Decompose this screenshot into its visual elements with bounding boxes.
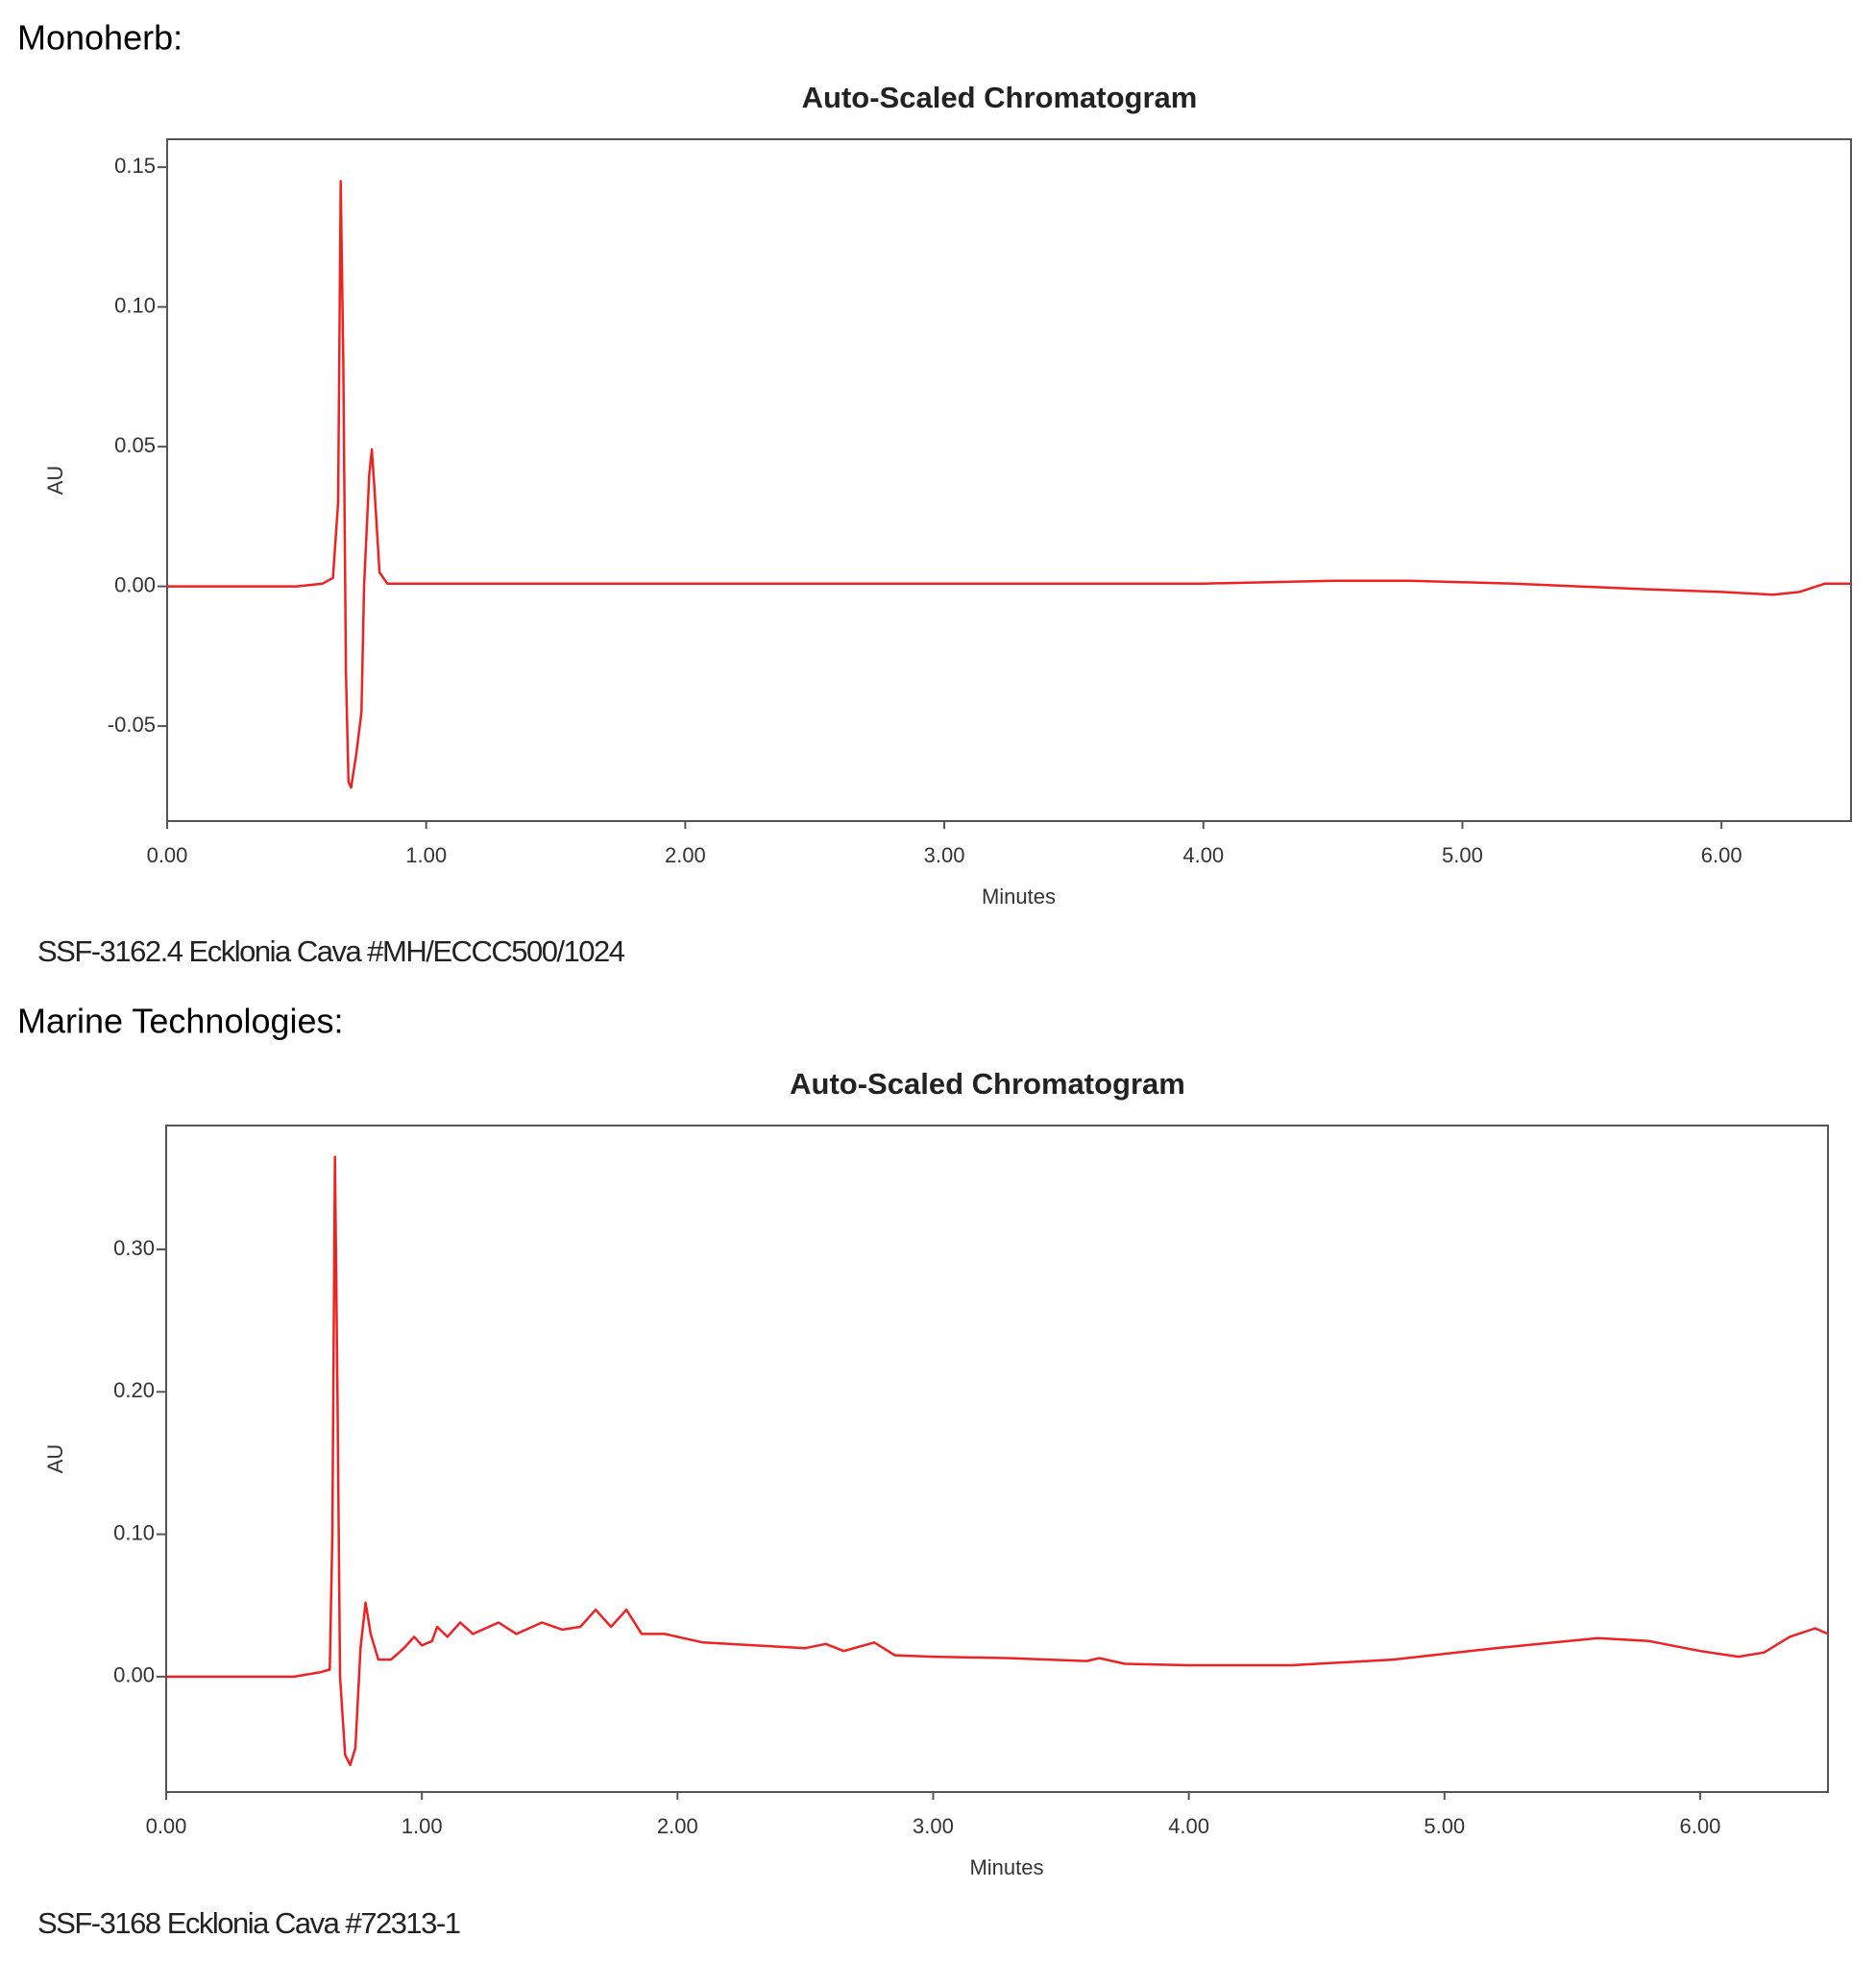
- chart-title: Auto-Scaled Chromatogram: [790, 1067, 1185, 1101]
- y-tick-label: 0.10: [114, 293, 156, 317]
- trace-line: [167, 180, 1851, 789]
- x-tick-label: 6.00: [1701, 843, 1742, 867]
- x-axis-label: Minutes: [982, 884, 1056, 908]
- caption: SSF-3168 Ecklonia Cava #72313-1: [37, 1906, 460, 1940]
- y-tick-label: 0.10: [113, 1520, 155, 1544]
- y-tick-label: 0.20: [113, 1378, 155, 1402]
- x-tick-label: 5.00: [1424, 1814, 1465, 1838]
- x-tick-label: 6.00: [1680, 1814, 1721, 1838]
- y-tick-label: 0.05: [114, 433, 156, 457]
- y-tick-label: -0.05: [108, 713, 156, 737]
- x-tick-label: 2.00: [657, 1814, 698, 1838]
- x-tick-label: 0.00: [147, 843, 188, 867]
- x-tick-label: 0.00: [146, 1814, 187, 1838]
- x-tick-label: 5.00: [1442, 843, 1483, 867]
- y-tick-label: 0.15: [114, 154, 156, 178]
- x-tick-label: 4.00: [1168, 1814, 1209, 1838]
- x-tick-label: 2.00: [665, 843, 706, 867]
- section-heading: Monoherb:: [17, 18, 183, 58]
- plot-frame: [165, 1125, 1829, 1793]
- plot-frame: [166, 138, 1852, 822]
- x-tick-label: 3.00: [913, 1814, 954, 1838]
- x-tick-label: 3.00: [924, 843, 965, 867]
- section-heading: Marine Technologies:: [17, 1002, 344, 1041]
- x-tick-label: 1.00: [405, 843, 447, 867]
- x-axis-label: Minutes: [969, 1855, 1043, 1879]
- chart-title: Auto-Scaled Chromatogram: [802, 81, 1198, 114]
- y-tick-label: 0.30: [113, 1236, 155, 1260]
- y-tick-label: 0.00: [114, 572, 156, 596]
- x-tick-label: 1.00: [402, 1814, 443, 1838]
- y-axis-label: AU: [43, 466, 67, 496]
- trace-line: [166, 1155, 1829, 1767]
- x-tick-label: 4.00: [1182, 843, 1224, 867]
- y-tick-label: 0.00: [113, 1663, 155, 1687]
- y-axis-label: AU: [43, 1444, 67, 1474]
- caption: SSF-3162.4 Ecklonia Cava #MH/ECCC500/102…: [37, 934, 625, 968]
